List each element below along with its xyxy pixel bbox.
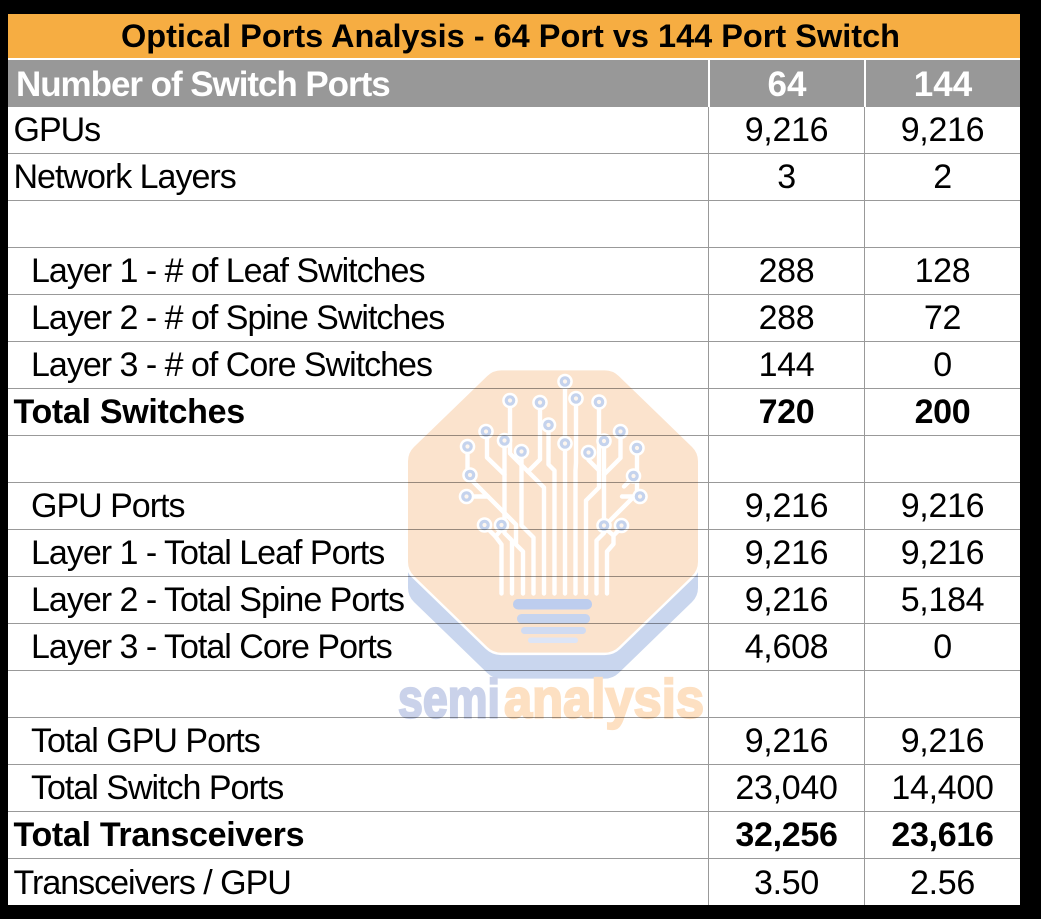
svg-text:semi: semi	[398, 667, 500, 729]
svg-text:analysis: analysis	[504, 667, 704, 729]
